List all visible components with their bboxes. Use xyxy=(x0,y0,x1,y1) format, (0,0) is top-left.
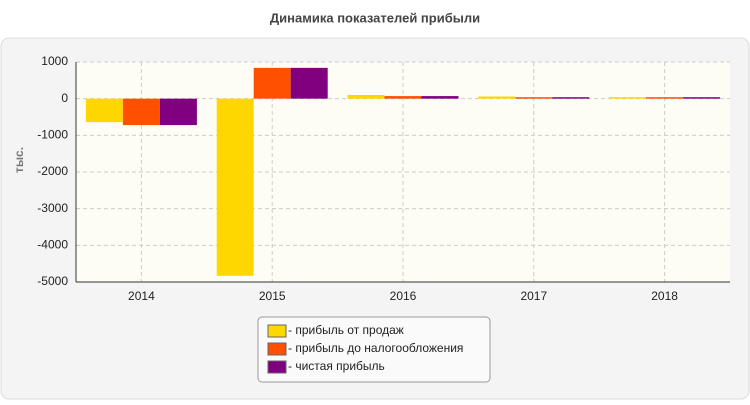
y-tick-label: -5000 xyxy=(37,274,68,288)
y-tick-label: -3000 xyxy=(37,201,68,215)
y-tick-label: -4000 xyxy=(37,238,68,252)
legend xyxy=(257,316,491,383)
bar xyxy=(478,96,516,99)
x-tick-label: 2015 xyxy=(259,289,286,303)
legend-label: - прибыль до налогообложения xyxy=(288,341,463,355)
y-axis-label: тыс. xyxy=(12,147,26,173)
bar xyxy=(216,98,254,276)
bar xyxy=(683,97,721,99)
bar xyxy=(421,96,459,99)
chart-title: Динамика показателей прибыли xyxy=(270,10,480,25)
bar xyxy=(347,95,385,99)
legend-label: - чистая прибыль xyxy=(288,359,385,373)
bar xyxy=(384,96,422,99)
legend-swatch xyxy=(267,342,287,356)
x-tick-label: 2014 xyxy=(128,289,155,303)
legend-label: - прибыль от продаж xyxy=(288,323,404,337)
legend-swatch xyxy=(267,360,287,374)
bar xyxy=(515,97,553,99)
y-tick-label: 1000 xyxy=(41,54,68,68)
bar xyxy=(646,97,684,99)
bar xyxy=(122,98,160,126)
y-tick-label: 0 xyxy=(61,91,68,105)
y-tick-label: -2000 xyxy=(37,164,68,178)
bar xyxy=(552,97,590,99)
x-tick-label: 2018 xyxy=(651,289,678,303)
bar xyxy=(85,98,123,123)
x-tick-label: 2016 xyxy=(390,289,417,303)
bar xyxy=(159,98,197,126)
y-tick-label: -1000 xyxy=(37,128,68,142)
bar xyxy=(609,97,647,99)
legend-swatch xyxy=(267,324,287,338)
bar xyxy=(253,67,291,99)
x-tick-label: 2017 xyxy=(520,289,547,303)
bar xyxy=(290,67,328,99)
